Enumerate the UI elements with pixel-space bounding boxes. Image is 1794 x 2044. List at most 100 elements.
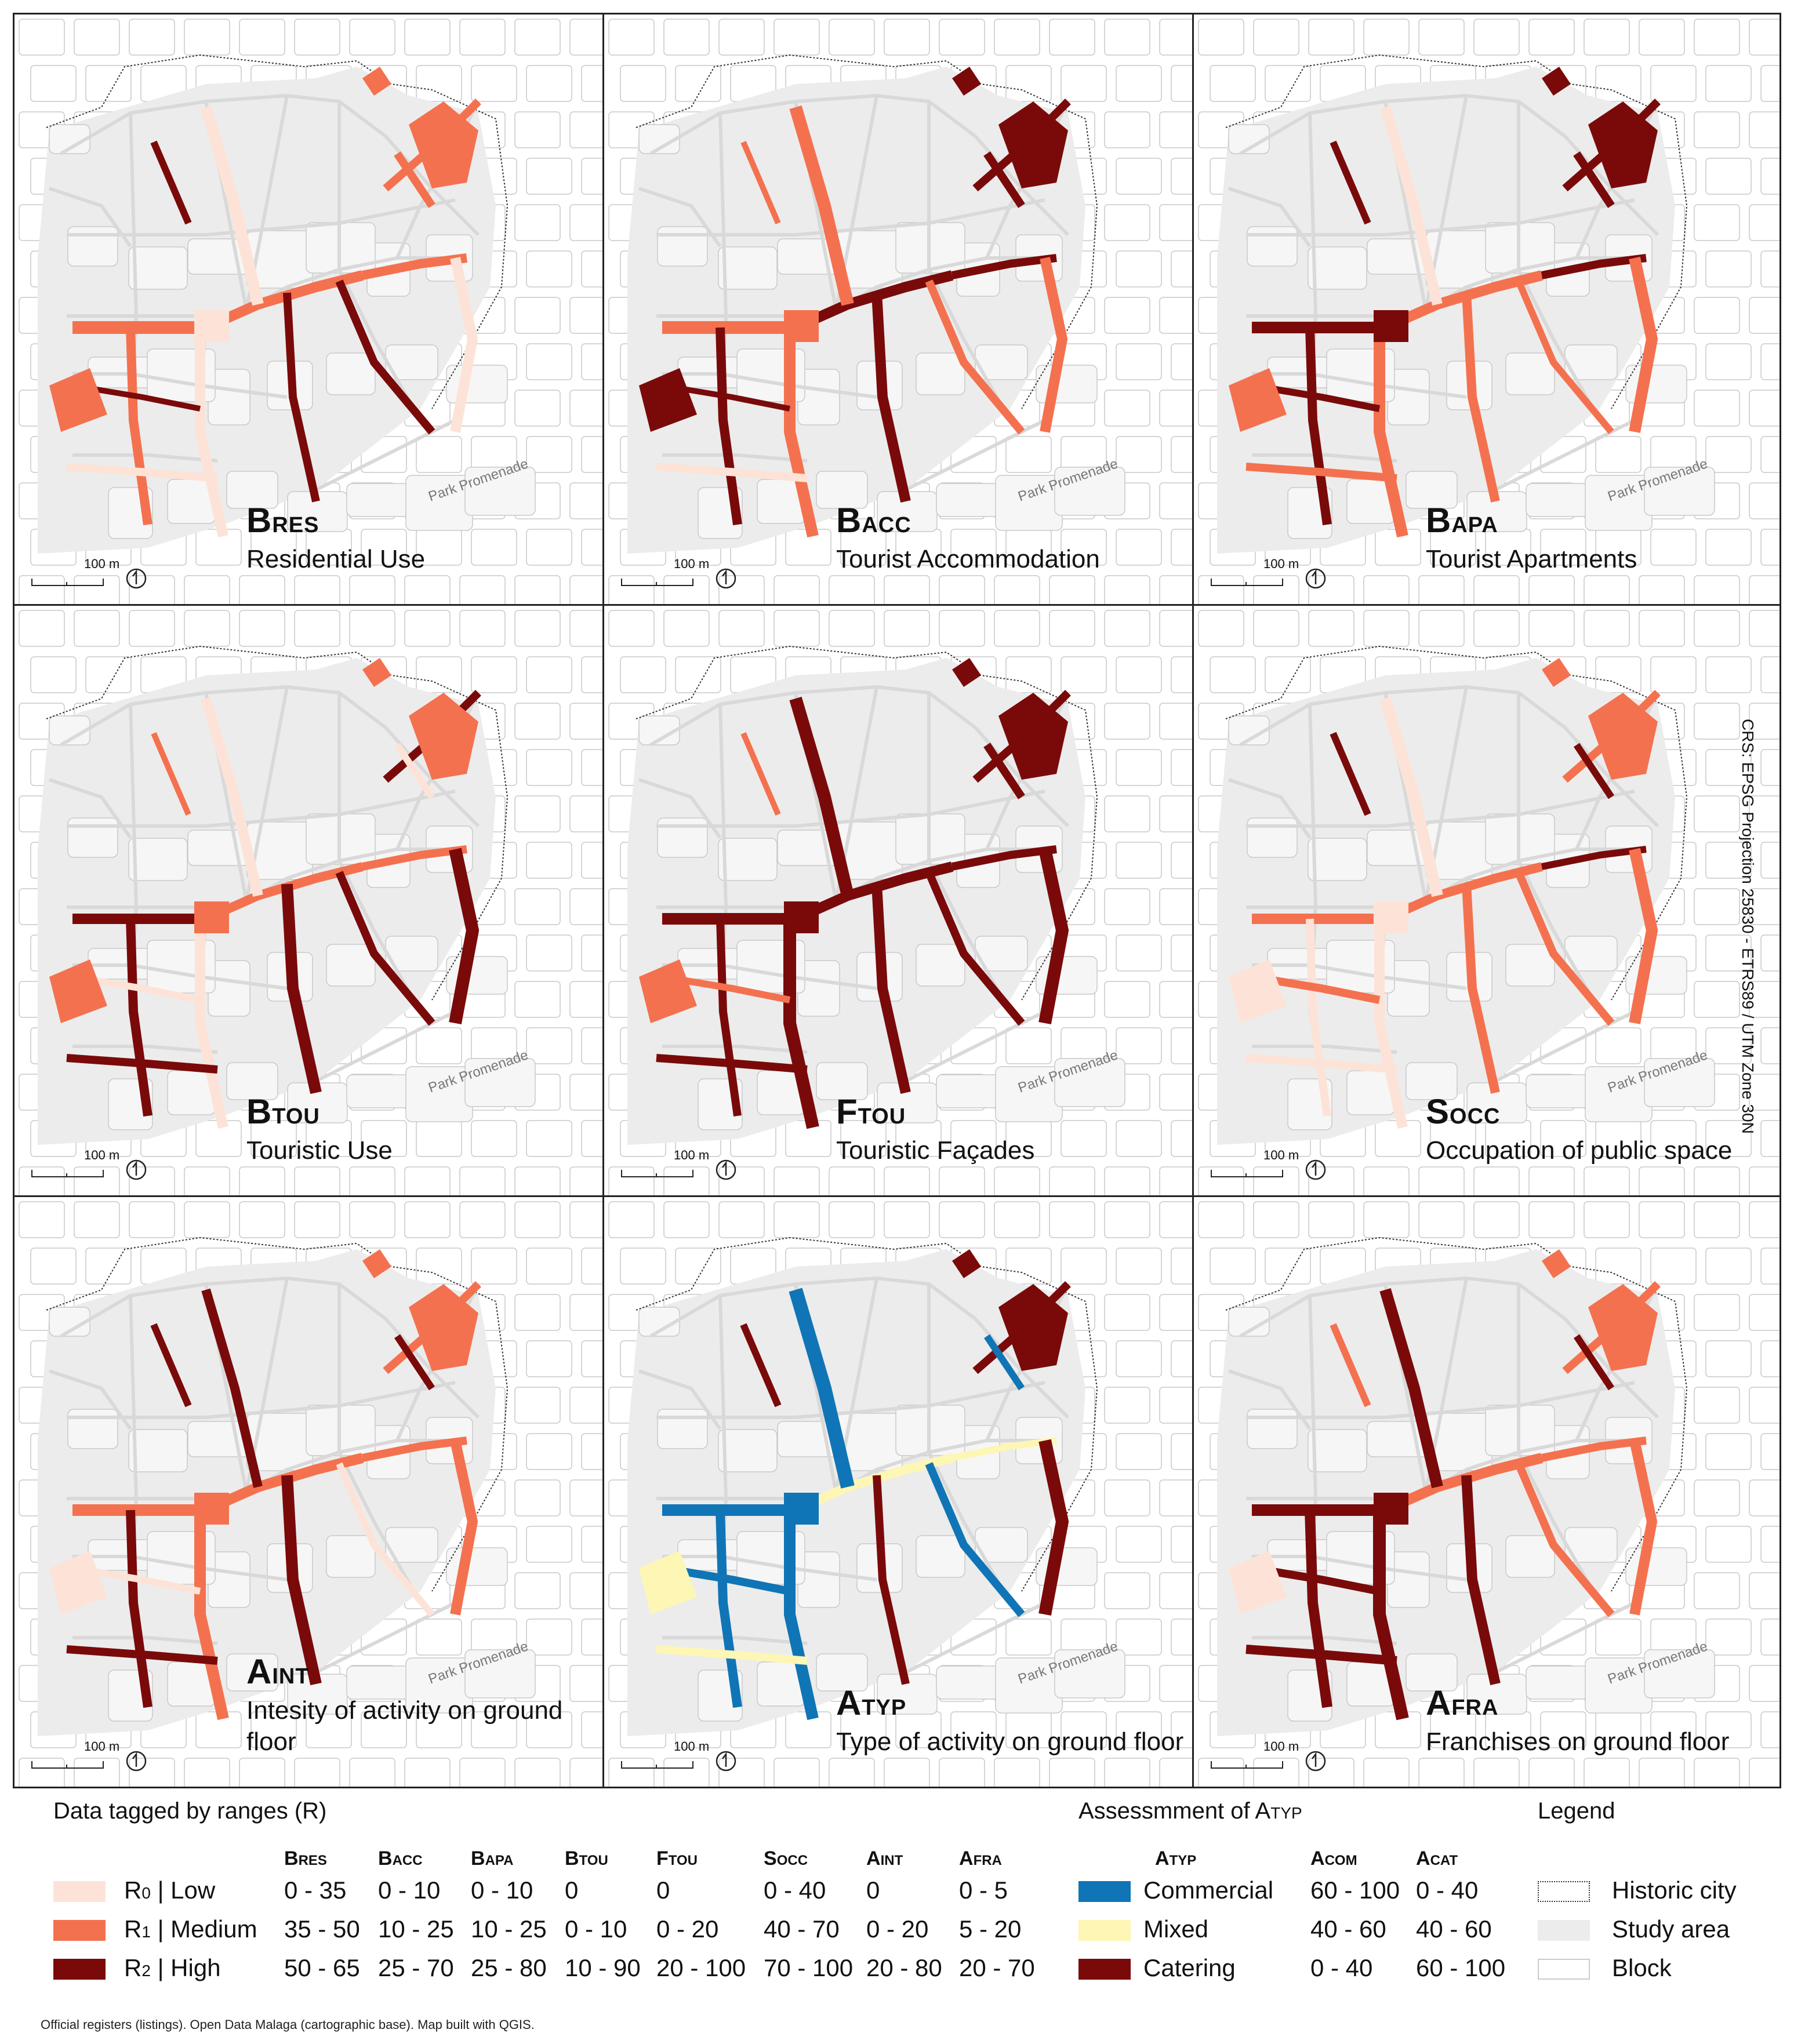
plaza-r1 bbox=[409, 1284, 478, 1371]
range-value: 40 - 70 bbox=[764, 1915, 840, 1943]
scale-label: 100 m bbox=[674, 557, 710, 571]
block bbox=[67, 1409, 118, 1449]
panel-title: BRES Residential Use bbox=[246, 502, 425, 575]
street-segment-r2 bbox=[283, 292, 320, 503]
plaza-r2 bbox=[998, 101, 1068, 188]
panel-name: Touristic Façades bbox=[836, 1136, 1035, 1165]
street-segment-r2 bbox=[871, 883, 911, 1094]
legend-item-label: Block bbox=[1612, 1954, 1672, 1981]
block bbox=[638, 715, 680, 745]
street-base bbox=[1239, 93, 1566, 155]
scale-label: 100 m bbox=[1263, 1739, 1299, 1754]
street-base bbox=[662, 1636, 808, 1645]
street-base bbox=[718, 1295, 728, 1499]
block bbox=[1228, 1307, 1270, 1337]
street-segment-r2 bbox=[1573, 151, 1615, 208]
street-base bbox=[72, 963, 288, 990]
block bbox=[638, 124, 680, 154]
range-value: 0 - 35 bbox=[284, 1876, 347, 1904]
street-base bbox=[1239, 685, 1566, 747]
street-segment-commercial bbox=[925, 1462, 1025, 1617]
block bbox=[67, 226, 118, 267]
street-segment-r2 bbox=[1038, 848, 1069, 1025]
street-base bbox=[1517, 268, 1601, 421]
historic-city-boundary bbox=[1225, 645, 1688, 1001]
central-square bbox=[1374, 1493, 1408, 1525]
street-segment-commercial bbox=[716, 1510, 742, 1708]
range-col-header: BAPA bbox=[471, 1847, 514, 1870]
range-swatch-r1 bbox=[53, 1920, 106, 1941]
left-block bbox=[1229, 1551, 1287, 1614]
small-plaza bbox=[362, 658, 391, 687]
assessment-cell: 40 - 60 bbox=[1310, 1915, 1386, 1943]
small-plaza bbox=[952, 1249, 981, 1278]
street-base bbox=[1252, 1636, 1397, 1645]
panel-code: BRES bbox=[246, 501, 319, 540]
scale-bar bbox=[31, 1761, 104, 1769]
assessment-cell: 0 - 40 bbox=[1416, 1876, 1479, 1904]
block bbox=[1505, 1535, 1555, 1578]
legend-title: Legend bbox=[1538, 1798, 1615, 1824]
range-label: R0 | Low bbox=[124, 1876, 216, 1904]
block bbox=[1644, 467, 1715, 516]
street-base bbox=[1228, 778, 1312, 839]
street-base bbox=[72, 1045, 218, 1054]
street-base bbox=[1228, 1369, 1312, 1430]
street-base bbox=[49, 778, 132, 839]
left-block bbox=[639, 959, 697, 1023]
panel-name: Occupation of public space bbox=[1426, 1136, 1733, 1165]
ranges-title: Data tagged by ranges (R) bbox=[53, 1798, 327, 1824]
street-segment-r2 bbox=[66, 1645, 218, 1665]
street-base bbox=[638, 778, 722, 839]
street-segment-r2 bbox=[66, 1054, 218, 1074]
small-plaza bbox=[1542, 67, 1571, 96]
map-canvas bbox=[19, 610, 602, 1195]
block bbox=[1228, 124, 1270, 154]
historic-city-boundary bbox=[46, 1236, 509, 1592]
block bbox=[128, 838, 188, 881]
block bbox=[1308, 838, 1367, 881]
left-block bbox=[639, 368, 697, 432]
street-segment-r0 bbox=[200, 106, 264, 306]
range-value: 0 bbox=[866, 1876, 880, 1904]
street-segment-r2 bbox=[983, 743, 1025, 799]
block bbox=[638, 1307, 680, 1337]
panel-name: Tourist Accommodation bbox=[836, 545, 1100, 573]
block bbox=[1054, 467, 1125, 516]
central-square bbox=[194, 901, 229, 933]
scale-label: 100 m bbox=[84, 1739, 120, 1754]
street-base bbox=[1239, 1276, 1566, 1338]
street-base bbox=[72, 453, 218, 463]
panel-name: Type of activity on ground floor bbox=[836, 1727, 1184, 1756]
street-segment-r1 bbox=[1515, 871, 1615, 1026]
panel-title: ATYP Type of activity on ground floor bbox=[836, 1685, 1183, 1758]
block bbox=[326, 944, 376, 987]
street-base bbox=[718, 112, 728, 317]
block bbox=[816, 1653, 868, 1692]
street-segment-r2 bbox=[1574, 1334, 1614, 1391]
scale-label: 100 m bbox=[1263, 1148, 1299, 1162]
map-panel-atyp: Park Promenade ATYP Type of activity on gr… bbox=[602, 1195, 1194, 1788]
assessment-col-header-acat: ACAT bbox=[1416, 1847, 1458, 1870]
street-segment-catering bbox=[1038, 1439, 1069, 1616]
block bbox=[657, 817, 708, 858]
map-panel-socc: Park Promenade SOCC Occupation of public s… bbox=[1192, 604, 1781, 1197]
street-segment-r0 bbox=[394, 743, 435, 799]
block bbox=[916, 1535, 965, 1578]
range-value: 25 - 70 bbox=[378, 1954, 454, 1981]
panel-name: Touristic Use bbox=[246, 1136, 393, 1165]
block bbox=[657, 1409, 708, 1449]
assessment-cell: 60 - 100 bbox=[1310, 1876, 1400, 1904]
range-value: 10 - 25 bbox=[471, 1915, 547, 1943]
scale-bar bbox=[31, 579, 104, 586]
street-base bbox=[60, 93, 387, 155]
street-base bbox=[67, 790, 456, 828]
study-area bbox=[38, 658, 496, 1145]
street-segment-r1 bbox=[1515, 1462, 1615, 1617]
study-area bbox=[1217, 1249, 1675, 1736]
street-base bbox=[662, 453, 808, 463]
map-panel-bres: Park Promenade BRES Residential Use 100 m bbox=[13, 13, 604, 606]
central-square bbox=[784, 310, 819, 342]
range-value: 5 - 20 bbox=[959, 1915, 1022, 1943]
map-canvas bbox=[19, 19, 602, 604]
